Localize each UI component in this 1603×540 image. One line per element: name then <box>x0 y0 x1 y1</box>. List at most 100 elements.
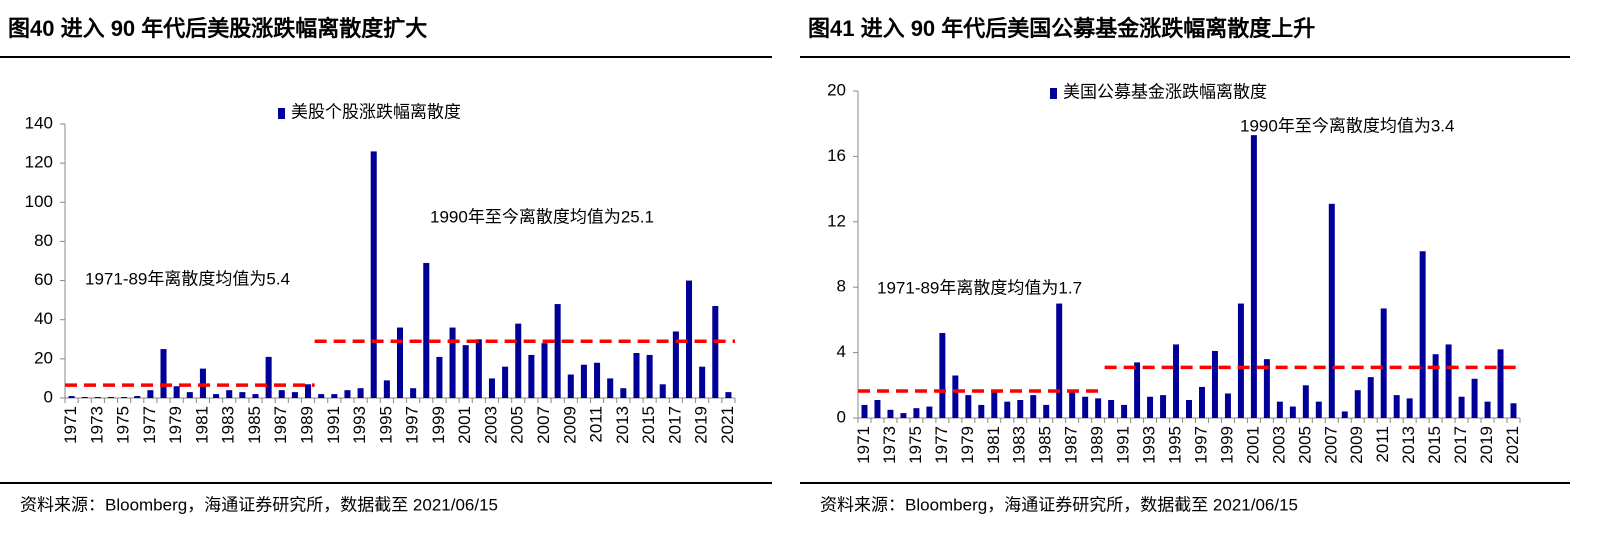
bar <box>475 339 482 398</box>
bar <box>607 378 614 398</box>
y-tick-label: 80 <box>34 231 53 250</box>
chart-title: 图41 进入 90 年代后美国公募基金涨跌幅离散度上升 <box>808 16 1315 41</box>
x-tick-label: 1991 <box>324 406 343 444</box>
y-tick-label: 40 <box>34 309 53 328</box>
x-tick-label: 1979 <box>958 426 977 464</box>
bar <box>1341 411 1348 418</box>
x-tick-label: 1979 <box>166 406 185 444</box>
y-tick-label: 0 <box>837 407 846 426</box>
y-tick-label: 12 <box>827 211 846 230</box>
bar <box>1134 362 1141 418</box>
x-tick-label: 1985 <box>1036 426 1055 464</box>
bar <box>278 390 285 398</box>
bar <box>1224 393 1231 418</box>
x-tick-label: 2003 <box>481 406 500 444</box>
x-tick-label: 1971 <box>61 406 80 444</box>
bar <box>620 388 627 398</box>
bar <box>978 404 985 418</box>
bar <box>1121 404 1128 418</box>
bar <box>699 366 706 398</box>
x-tick-label: 1995 <box>376 406 395 444</box>
x-tick-label: 2021 <box>718 406 737 444</box>
x-tick-label: 2015 <box>639 406 658 444</box>
bar <box>147 390 154 398</box>
bar <box>160 349 167 398</box>
bar <box>1004 401 1011 418</box>
bar <box>68 396 75 398</box>
bar <box>449 327 456 398</box>
bar <box>554 304 561 398</box>
bar <box>1289 406 1296 418</box>
bar <box>712 306 719 398</box>
bar <box>370 151 377 398</box>
bar <box>423 262 430 398</box>
annotation: 1990年至今离散度均值为25.1 <box>430 207 654 226</box>
bar <box>1471 378 1478 418</box>
x-tick-label: 2013 <box>1399 426 1418 464</box>
x-tick-label: 1983 <box>219 406 238 444</box>
bar <box>134 396 141 398</box>
bar <box>186 392 193 398</box>
x-tick-label: 1985 <box>245 406 264 444</box>
x-tick-label: 2011 <box>1373 426 1392 463</box>
x-tick-label: 1987 <box>1062 426 1081 464</box>
bar <box>1510 403 1517 418</box>
bar <box>1160 395 1167 418</box>
bar <box>1056 303 1063 418</box>
bar <box>1186 400 1192 418</box>
bar <box>305 384 312 398</box>
bar <box>1108 400 1115 418</box>
annotation: 1990年至今离散度均值为3.4 <box>1240 116 1454 135</box>
x-tick-label: 1991 <box>1114 426 1133 464</box>
chart-title: 图40 进入 90 年代后美股涨跌幅离散度扩大 <box>8 16 427 41</box>
x-tick-label: 1971 <box>854 426 873 464</box>
x-tick-label: 2011 <box>587 406 606 443</box>
y-tick-label: 4 <box>837 342 846 361</box>
x-tick-label: 1975 <box>114 406 133 444</box>
y-tick-label: 16 <box>827 146 846 165</box>
x-tick-label: 2015 <box>1425 426 1444 464</box>
x-tick-label: 1999 <box>429 406 448 444</box>
bar <box>1017 400 1024 418</box>
x-tick-label: 1981 <box>192 406 211 444</box>
bar <box>1095 398 1102 418</box>
bar <box>1173 344 1180 418</box>
x-tick-label: 2009 <box>560 406 579 444</box>
bar <box>1328 203 1335 418</box>
bar <box>1484 401 1491 418</box>
bar <box>1250 135 1257 418</box>
bar <box>396 327 404 398</box>
bar <box>383 380 390 398</box>
bar <box>1419 251 1426 418</box>
bar <box>685 280 693 398</box>
x-tick-label: 2005 <box>508 406 527 444</box>
x-tick-label: 2001 <box>455 406 474 444</box>
y-tick-label: 120 <box>25 153 53 172</box>
bar <box>252 394 259 398</box>
x-tick-label: 2005 <box>1295 426 1314 464</box>
x-tick-label: 2007 <box>534 406 553 444</box>
bar <box>462 345 469 398</box>
bar <box>1497 349 1504 418</box>
bar <box>965 395 972 418</box>
legend-swatch <box>1050 88 1057 99</box>
legend-swatch <box>278 108 285 119</box>
bar <box>1030 395 1037 418</box>
x-tick-label: 2007 <box>1321 426 1340 464</box>
bar <box>887 409 894 418</box>
bar <box>331 394 338 398</box>
bar <box>874 400 881 418</box>
x-tick-label: 1977 <box>140 406 159 444</box>
x-tick-label: 1987 <box>271 406 290 444</box>
bar <box>1380 308 1387 418</box>
bar <box>725 392 732 398</box>
bar <box>1393 395 1400 418</box>
bar <box>199 368 206 398</box>
bar <box>939 332 946 418</box>
bar <box>913 408 920 418</box>
bar <box>173 386 180 398</box>
bar <box>541 343 548 398</box>
bar <box>567 374 574 398</box>
x-tick-label: 2017 <box>665 406 684 444</box>
